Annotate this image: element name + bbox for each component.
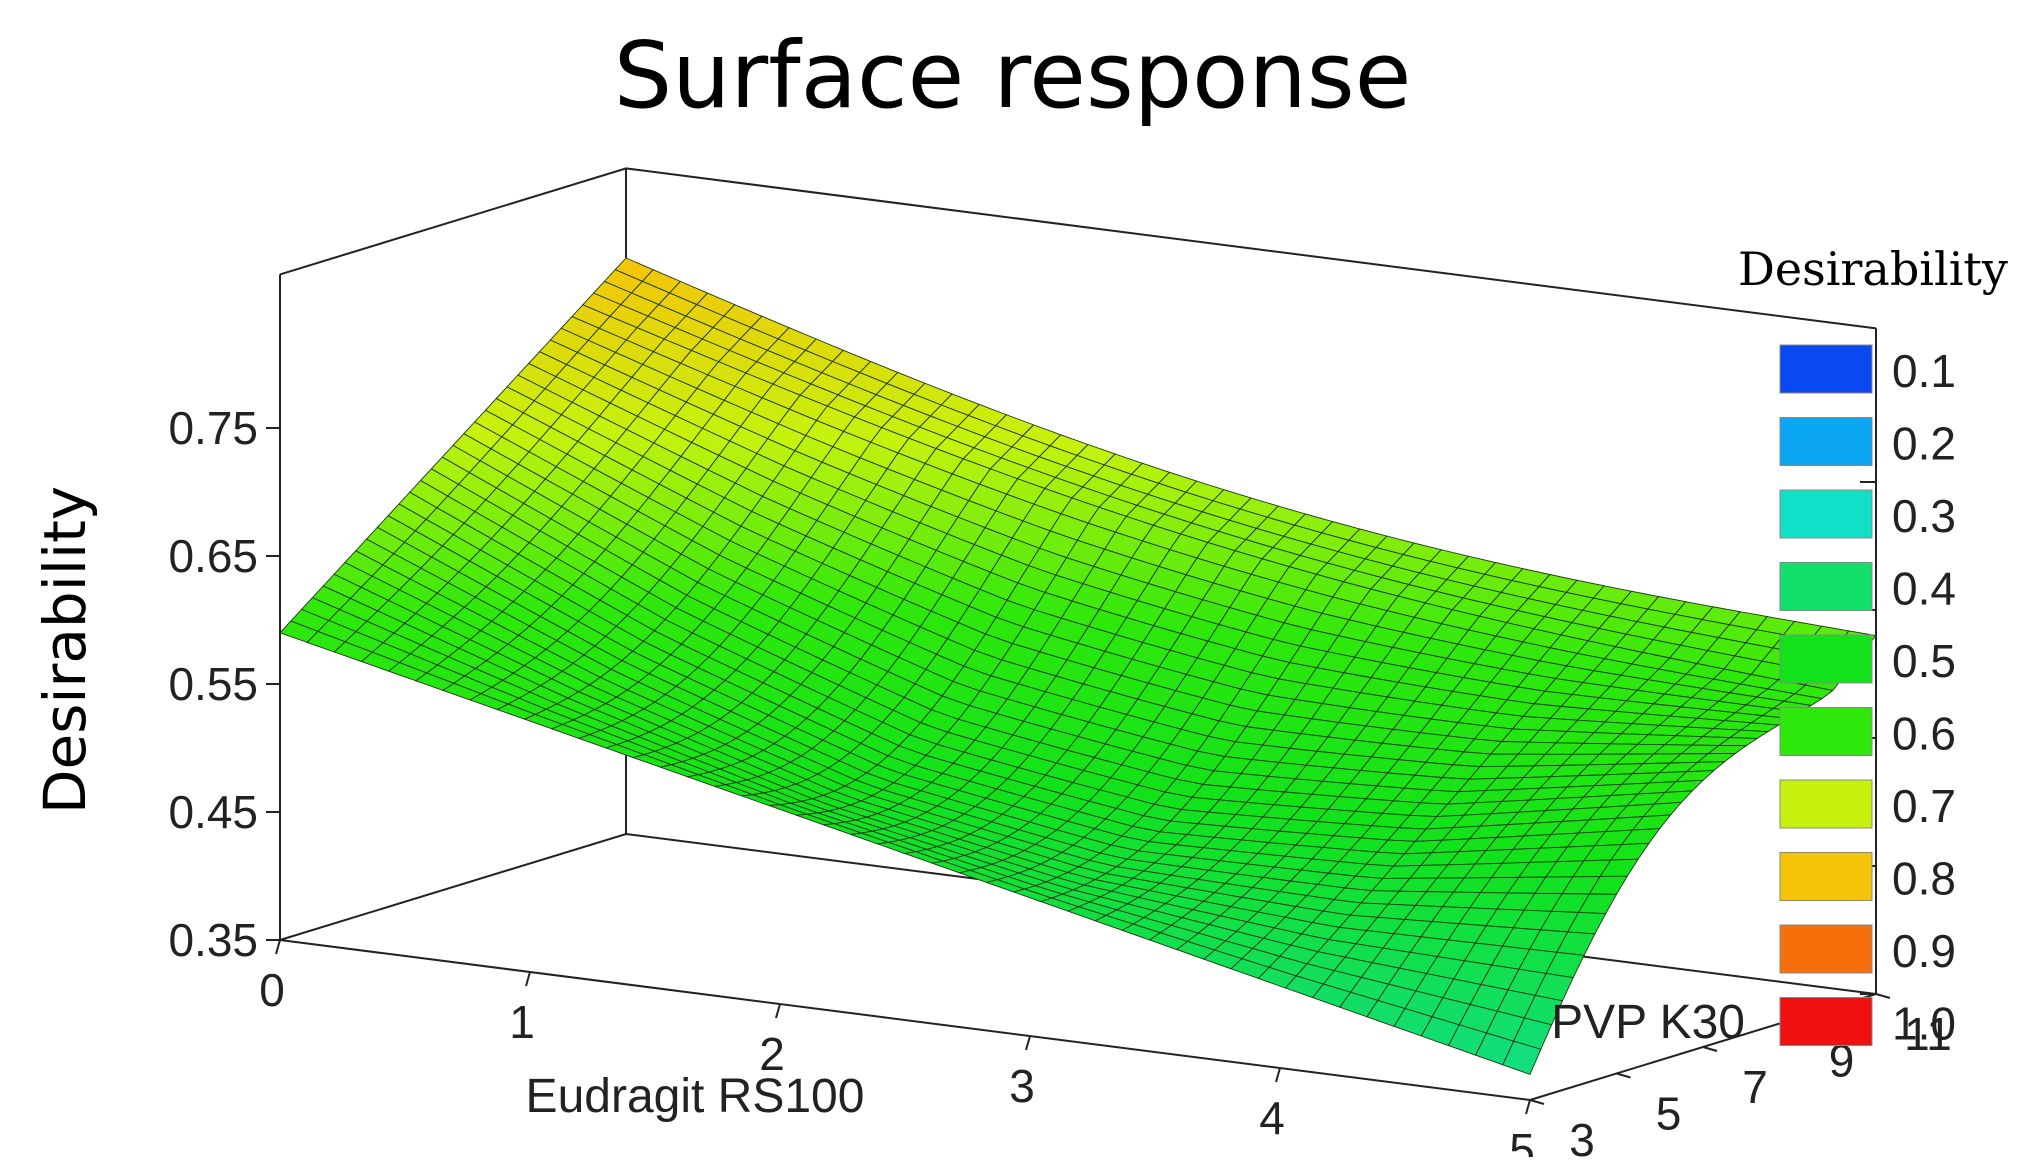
legend-label: 0.3 (1892, 490, 1956, 542)
y-tick-label: 7 (1742, 1061, 1768, 1113)
legend-title: Desirability (1738, 242, 2008, 296)
y-axis-label: PVP K30 (1551, 996, 1745, 1049)
x-tick-mark (1275, 1067, 1281, 1083)
x-tick-label: 0 (259, 964, 285, 1016)
legend-label: 0.6 (1892, 708, 1956, 760)
x-tick-mark (775, 1003, 781, 1019)
y-tick-label: 11 (1904, 1008, 1952, 1060)
legend-label: 0.1 (1892, 345, 1956, 397)
legend-swatch (1779, 417, 1873, 466)
legend-label: 0.7 (1892, 780, 1956, 832)
z-tick-label: 0.55 (168, 658, 258, 710)
y-tick-label: 3 (1569, 1114, 1595, 1157)
legend-swatch (1779, 779, 1873, 829)
legend-swatch (1779, 634, 1873, 684)
legend-swatch (1779, 489, 1873, 539)
z-tick-label: 0.75 (168, 402, 258, 454)
legend-label: 0.4 (1892, 563, 1956, 615)
y-tick-mark (1702, 1046, 1718, 1052)
x-tick-label: 2 (759, 1028, 785, 1080)
surface-mesh (279, 257, 1877, 1075)
x-tick-label: 1 (509, 996, 535, 1048)
z-axis-label: Desirability (31, 485, 99, 815)
x-tick-mark (275, 939, 281, 955)
legend-label: 0.2 (1892, 418, 1956, 470)
surface-cell (1502, 1040, 1542, 1075)
y-tick-mark (1875, 993, 1891, 999)
legend-label: 0.9 (1892, 925, 1956, 977)
y-tick-label: 5 (1656, 1088, 1682, 1140)
legend-swatch (1779, 924, 1873, 974)
y-tick-mark (1616, 1072, 1631, 1079)
legend: 0.1 0.2 0.3 0.4 0.5 0.6 0.7 0.8 0.9 1.0 (1779, 344, 1956, 1050)
legend-label: 0.8 (1892, 853, 1956, 905)
x-tick-label: 5 (1509, 1124, 1535, 1157)
legend-swatch (1779, 562, 1873, 611)
legend-label: 1.0 (1892, 998, 1956, 1050)
y-tick-mark (1529, 1099, 1545, 1105)
legend-swatch (1779, 997, 1873, 1046)
x-tick-mark (1025, 1035, 1031, 1051)
chart-title: Surface response (613, 22, 1412, 129)
x-axis-label: Eudragit RS100 (526, 1070, 865, 1123)
x-tick-mark (525, 971, 531, 987)
legend-label: 0.5 (1892, 635, 1956, 687)
x-tick-label: 3 (1009, 1060, 1035, 1112)
x-tick-mark (1525, 1099, 1531, 1115)
legend-swatch (1779, 707, 1873, 756)
legend-swatch (1779, 852, 1873, 901)
z-tick-label: 0.65 (168, 530, 258, 582)
legend-swatch (1779, 344, 1873, 394)
top-edge (279, 167, 1877, 330)
z-tick-label: 0.45 (168, 786, 258, 838)
x-tick-label: 4 (1259, 1092, 1285, 1144)
z-tick-label: 0.35 (168, 914, 258, 966)
